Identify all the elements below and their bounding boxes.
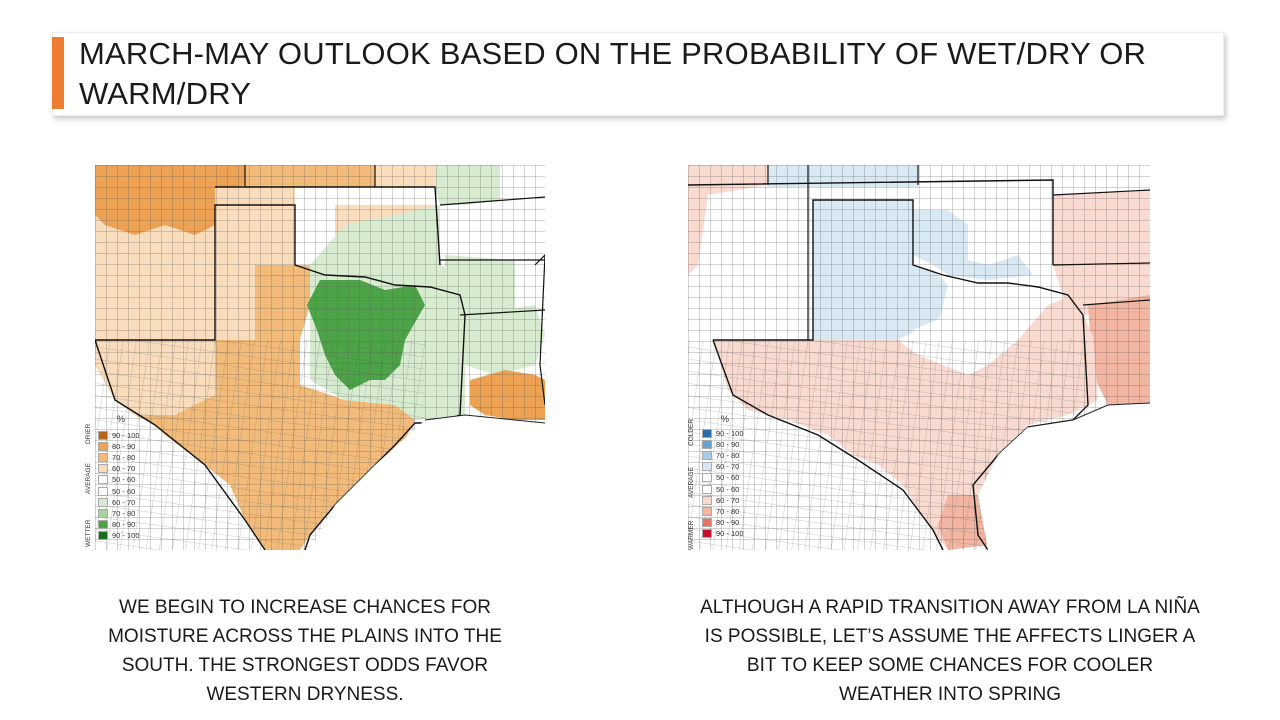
legend-entry: 90 - 100 [98,531,140,541]
title-box [52,32,1224,116]
legend-entry-label: 60 - 70 [112,497,136,507]
legend-entry: 80 - 90 [98,520,135,530]
temperature-legend: % COLDER AVERAGE WARMER 90 - 100 80 - 90 7… [686,414,756,554]
legend-entry: 70 - 80 [702,506,739,516]
legend-swatch [98,508,108,518]
legend-swatch [98,430,108,440]
legend-entry: 90 - 100 [98,430,140,440]
legend-warmer-label: WARMER [688,520,695,550]
legend-entry-label: 70 - 80 [716,450,740,460]
legend-entry: 50 - 60 [98,486,135,496]
legend-entry: 90 - 100 [702,428,744,438]
precipitation-outlook-map [95,165,545,550]
state-boundary [534,254,545,406]
legend-swatch [98,452,108,462]
state-boundary [688,179,1054,265]
legend-average-label: AVERAGE [688,467,695,498]
legend-entry-label: 70 - 80 [716,506,740,516]
legend-entry: 50 - 60 [702,473,739,483]
legend-swatch [702,428,712,438]
legend-swatch [702,439,712,449]
legend-entry-label: 80 - 90 [112,520,136,530]
legend-entry: 80 - 90 [98,441,135,451]
legend-average-label: AVERAGE [85,463,92,494]
legend-colder-label: COLDER [688,418,695,446]
coastline [1027,402,1150,428]
legend-entry-label: 80 - 90 [716,518,740,528]
right-caption: ALTHOUGH A RAPID TRANSITION AWAY FROM LA… [700,597,1200,705]
legend-swatch [702,529,712,539]
coastline [424,414,545,424]
legend-entry: 60 - 70 [702,462,739,472]
precipitation-legend: % DRIER AVERAGE WETTER 90 - 100 80 - 90 70… [85,414,155,547]
legend-swatch [98,486,108,496]
legend-entry-label: 70 - 80 [112,452,136,462]
legend-swatch [98,497,108,507]
legend-swatch [702,484,712,494]
legend-entry: 80 - 90 [702,439,739,449]
state-boundary [215,186,441,266]
legend-entry: 70 - 80 [98,508,135,518]
legend-entry-label: 50 - 60 [716,473,740,483]
slide-title: MARCH-MAY OUTLOOK BASED ON THE PROBABILI… [79,36,1147,111]
legend-entry: 50 - 60 [98,475,135,485]
legend-entry-label: 90 - 100 [112,531,140,541]
legend-unit: % [117,414,126,424]
legend-entry-label: 80 - 90 [112,441,136,451]
legend-entry-label: 50 - 60 [112,486,136,496]
temperature-outlook-map [688,165,1150,550]
legend-swatch [98,464,108,474]
state-boundary [713,199,1089,550]
state-boundary [459,309,545,316]
legend-entry: 90 - 100 [702,529,744,539]
gulf-water [310,415,545,550]
legend-entry-label: 90 - 100 [112,430,140,440]
legend-entry-label: 50 - 60 [716,484,740,494]
legend-entry-label: 60 - 70 [716,462,740,472]
legend-entry-label: 80 - 90 [716,439,740,449]
legend-drier-label: DRIER [85,423,92,444]
legend-swatch [702,495,712,505]
legend-swatch [702,450,712,460]
legend-entry: 60 - 70 [98,464,135,474]
legend-entry-label: 60 - 70 [112,464,136,474]
legend-swatch [702,462,712,472]
legend-entry-label: 50 - 60 [112,475,136,485]
state-boundary [712,339,944,550]
state-boundary [95,339,266,550]
legend-entry: 70 - 80 [702,450,739,460]
left-caption: WE BEGIN TO INCREASE CHANCES FOR MOISTUR… [108,597,502,705]
gulf-water [978,403,1150,550]
legend-swatch [98,520,108,530]
legend-swatch [702,506,712,516]
state-boundary [1082,299,1150,306]
legend-entry: 60 - 70 [702,495,739,505]
legend-swatch [98,475,108,485]
legend-entry: 70 - 80 [98,452,135,462]
legend-wetter-label: WETTER [85,519,92,547]
legend-swatch [702,518,712,528]
legend-swatch [98,531,108,541]
legend-swatch [702,473,712,483]
state-boundary [1052,189,1150,196]
legend-entry: 60 - 70 [98,497,135,507]
legend-unit: % [721,414,730,424]
legend-entry-label: 60 - 70 [716,495,740,505]
state-boundary [1052,262,1150,266]
legend-entry-label: 90 - 100 [716,529,744,539]
state-boundary [439,196,545,206]
legend-entry-label: 90 - 100 [716,428,744,438]
legend-entry: 50 - 60 [702,484,739,494]
legend-swatch [98,441,108,451]
legend-entry: 80 - 90 [702,518,739,528]
title-accent-bar [52,37,64,109]
legend-entry-label: 70 - 80 [112,508,136,518]
